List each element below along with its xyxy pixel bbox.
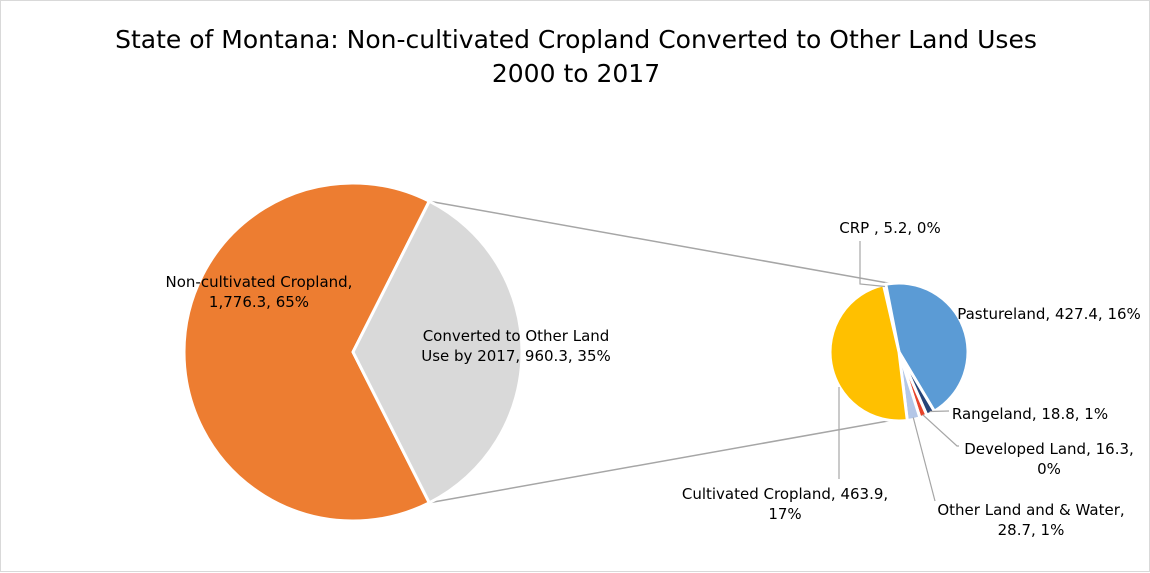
data-label-non-cultivated-cropland: Non-cultivated Cropland, 1,776.3, 65%: [166, 273, 353, 311]
connector-line-top: [429, 200, 900, 286]
leader-line-rangeland: [929, 410, 950, 413]
data-label-crp: CRP , 5.2, 0%: [839, 219, 940, 237]
leader-line-other-land-water: [912, 417, 936, 502]
slice-non-cultivated-cropland: [182, 181, 431, 523]
leader-line-crp: [859, 241, 886, 288]
data-label-converted-to-other-land-use-by-2017: Converted to Other Land Use by 2017, 960.…: [421, 327, 611, 365]
data-label-pastureland: Pastureland, 427.4, 16%: [957, 305, 1141, 323]
data-label-rangeland: Rangeland, 18.8, 1%: [952, 405, 1108, 423]
chart-title-line-1: State of Montana: Non-cultivated Croplan…: [115, 25, 1037, 54]
slice-pastureland: [884, 281, 970, 413]
leader-line-developed-land: [922, 414, 959, 447]
chart-title: State of Montana: Non-cultivated Croplan…: [1, 23, 1150, 91]
slice-cultivated-cropland: [828, 283, 909, 423]
chart-title-line-2: 2000 to 2017: [491, 59, 661, 88]
data-label-cultivated-cropland: Cultivated Cropland, 463.9, 17%: [682, 485, 888, 523]
data-label-other-land-and-water: Other Land and & Water, 28.7, 1%: [937, 501, 1124, 539]
data-label-developed-land: Developed Land, 16.3, 0%: [964, 440, 1134, 478]
connector-line-bottom: [429, 418, 900, 504]
slice-converted-to-other-land-use-by-2017: [351, 199, 524, 505]
